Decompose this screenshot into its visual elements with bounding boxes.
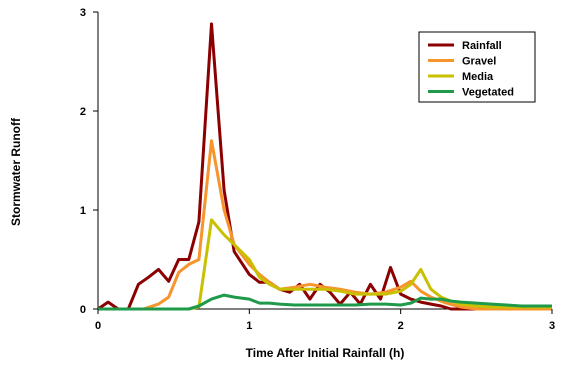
- x-tick-label: 2: [398, 320, 404, 332]
- series-layer: [97, 22, 552, 311]
- y-tick-label: 1: [80, 205, 86, 217]
- y-tick-label: 0: [80, 304, 86, 316]
- series-line-media: [98, 218, 552, 311]
- legend-label: Gravel: [462, 56, 496, 68]
- legend-label: Rainfall: [462, 40, 502, 52]
- legend: Rainfall Gravel Media Vegetated: [418, 31, 536, 103]
- ticks-layer: 0 1 2 3 0 1 2 3: [80, 7, 555, 332]
- x-tick-label: 3: [549, 320, 555, 332]
- series-line-rainfall: [97, 22, 552, 311]
- y-tick-label: 3: [80, 7, 86, 19]
- legend-label: Vegetated: [462, 87, 514, 99]
- x-tick-label: 1: [246, 320, 252, 332]
- y-tick-label: 2: [80, 106, 86, 118]
- legend-label: Media: [462, 71, 494, 83]
- series-line-gravel: [98, 139, 552, 311]
- legend-items: Rainfall Gravel Media Vegetated: [428, 40, 514, 99]
- y-axis-title: Stormwater Runoff: [9, 117, 23, 226]
- x-axis-title: Time After Initial Rainfall (h): [246, 346, 405, 360]
- series-line-vegetated: [98, 293, 552, 311]
- x-tick-label: 0: [95, 320, 101, 332]
